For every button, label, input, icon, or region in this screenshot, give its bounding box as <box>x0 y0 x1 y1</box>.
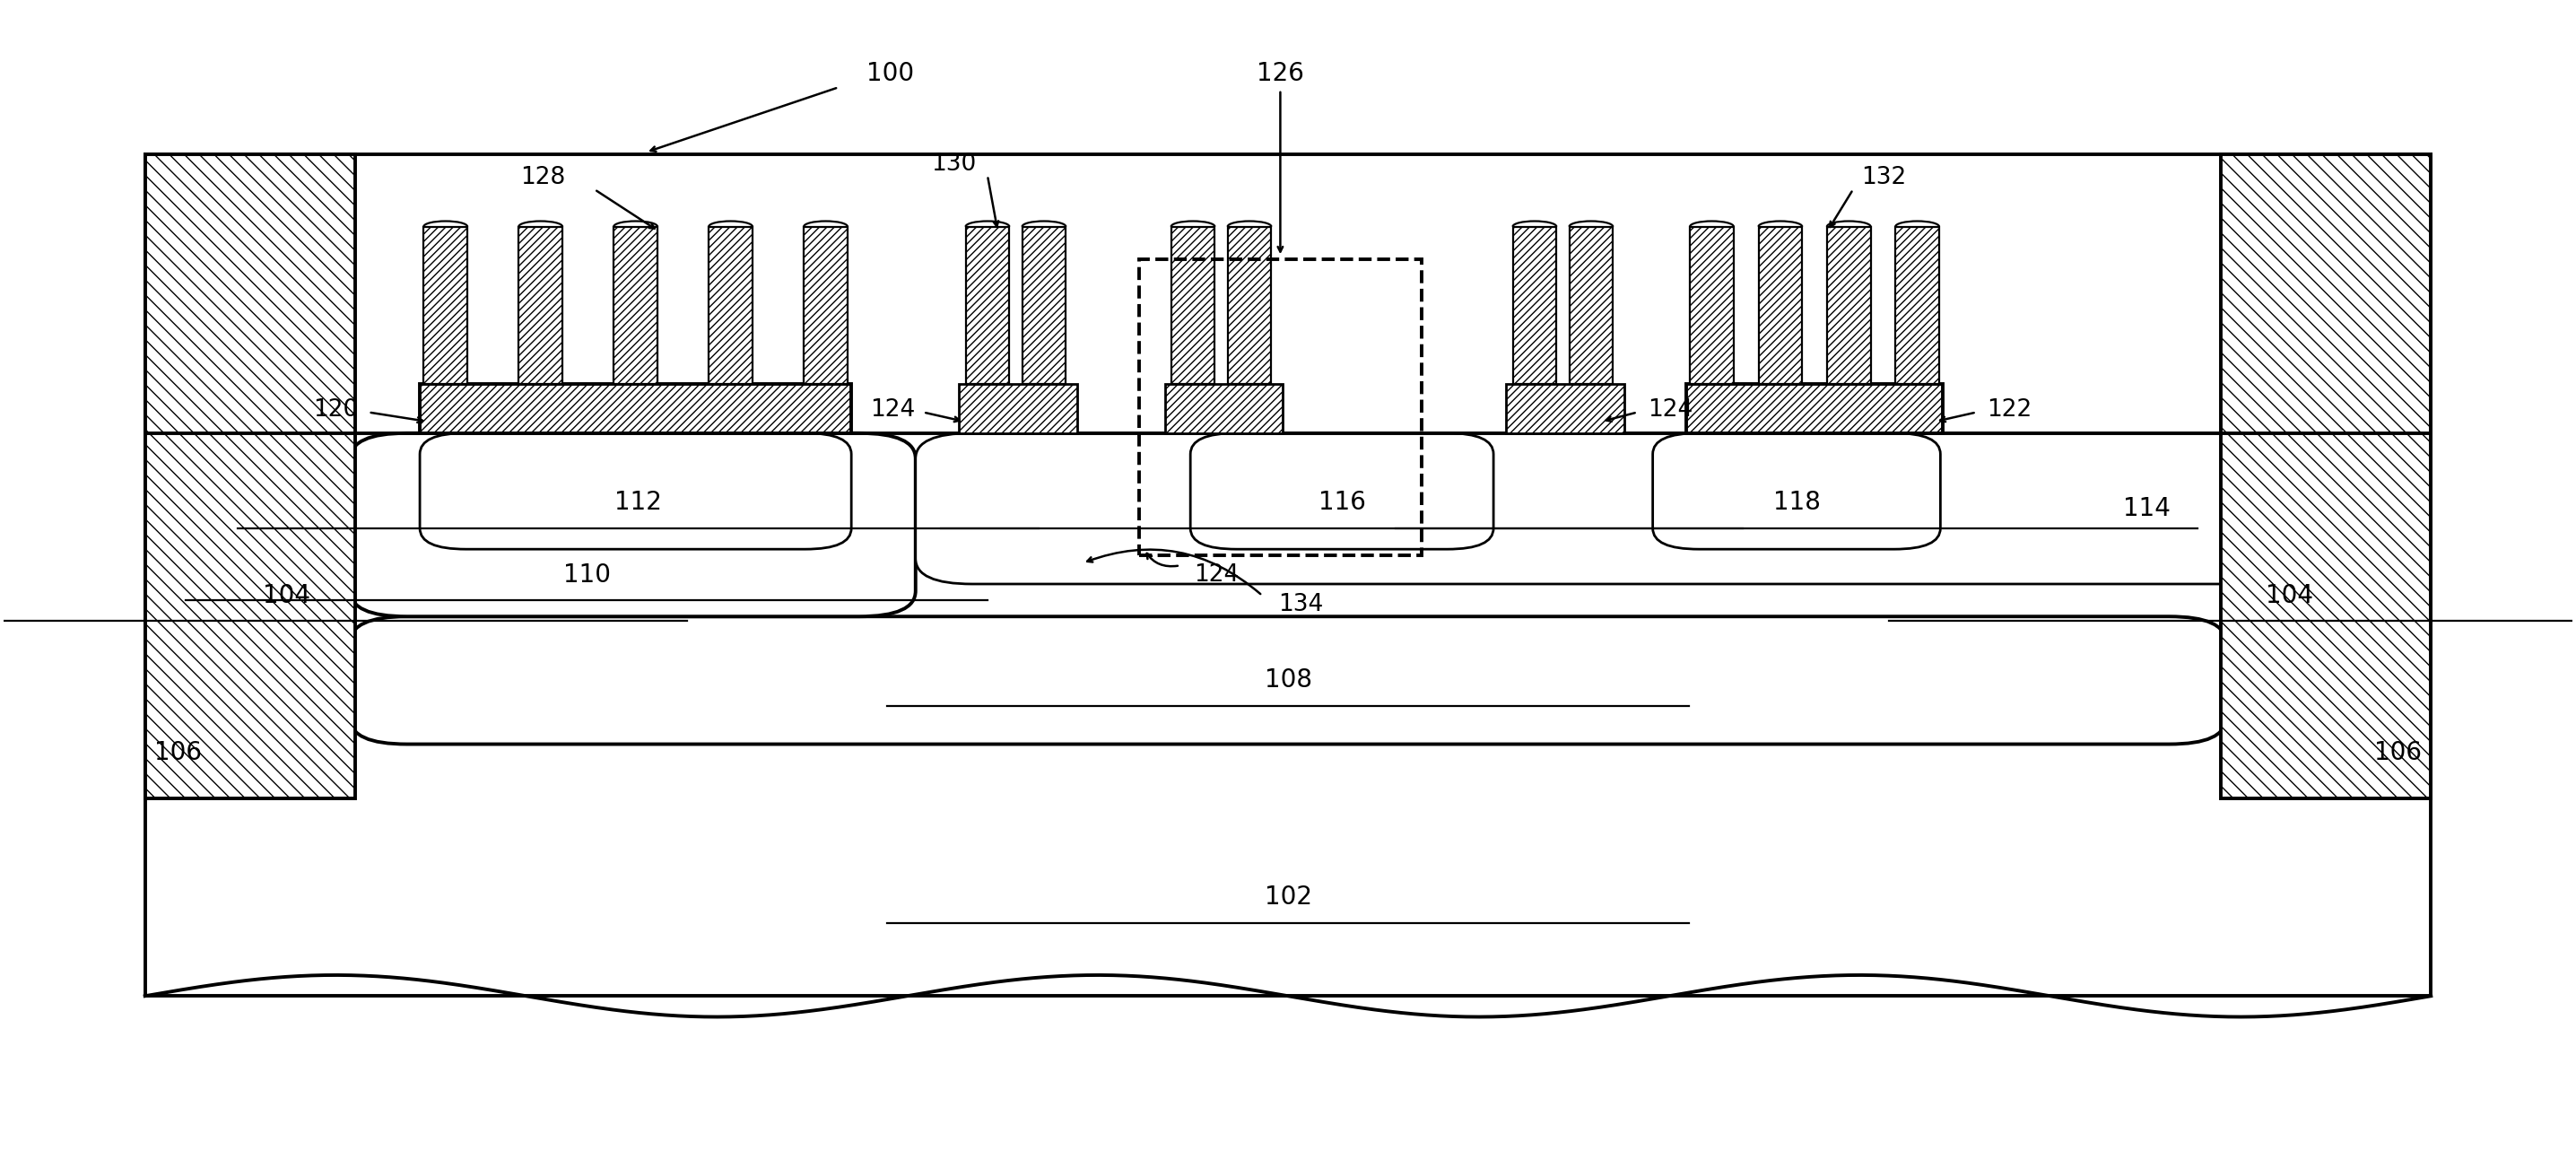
Text: 134: 134 <box>1278 593 1324 617</box>
Text: 118: 118 <box>1772 491 1821 515</box>
Bar <box>804 227 848 384</box>
Bar <box>1690 227 1734 384</box>
Bar <box>966 227 1010 384</box>
Text: 120: 120 <box>314 398 358 422</box>
Bar <box>1164 384 1283 433</box>
Text: 114: 114 <box>2123 496 2169 521</box>
Bar <box>1507 384 1625 433</box>
Bar <box>1172 227 1216 384</box>
Bar <box>422 227 466 384</box>
Bar <box>1687 384 1942 433</box>
Bar <box>518 227 562 384</box>
Bar <box>708 227 752 384</box>
Bar <box>1759 227 1803 384</box>
Text: 124: 124 <box>1193 563 1239 586</box>
Bar <box>1826 227 1870 384</box>
Text: 106: 106 <box>155 739 201 765</box>
Text: 102: 102 <box>1265 885 1311 910</box>
Bar <box>420 384 850 433</box>
FancyBboxPatch shape <box>350 617 2226 744</box>
Bar <box>1896 227 1940 384</box>
Text: 124: 124 <box>871 398 914 422</box>
Text: 132: 132 <box>1862 166 1906 189</box>
Text: 116: 116 <box>1319 491 1365 515</box>
Text: 106: 106 <box>2375 739 2421 765</box>
FancyBboxPatch shape <box>350 433 914 617</box>
Text: 108: 108 <box>1265 668 1311 693</box>
Bar <box>144 154 2432 996</box>
Bar <box>958 384 1077 433</box>
Text: 122: 122 <box>1986 398 2032 422</box>
FancyBboxPatch shape <box>1654 433 1940 549</box>
Text: 100: 100 <box>866 61 914 86</box>
Text: 128: 128 <box>520 166 567 189</box>
Bar <box>1229 227 1273 384</box>
Bar <box>1569 227 1613 384</box>
FancyBboxPatch shape <box>914 433 2277 584</box>
Text: 126: 126 <box>1257 61 1303 86</box>
Bar <box>2221 154 2432 799</box>
Bar <box>1512 227 1556 384</box>
Bar <box>1023 227 1066 384</box>
Bar <box>144 154 355 799</box>
Text: 110: 110 <box>564 562 611 588</box>
Bar <box>613 227 657 384</box>
FancyBboxPatch shape <box>1190 433 1494 549</box>
Text: 124: 124 <box>1649 398 1692 422</box>
Text: 130: 130 <box>933 152 976 175</box>
Text: 104: 104 <box>2267 583 2313 609</box>
Text: 112: 112 <box>616 491 662 515</box>
Text: 104: 104 <box>263 583 309 609</box>
FancyBboxPatch shape <box>420 433 850 549</box>
